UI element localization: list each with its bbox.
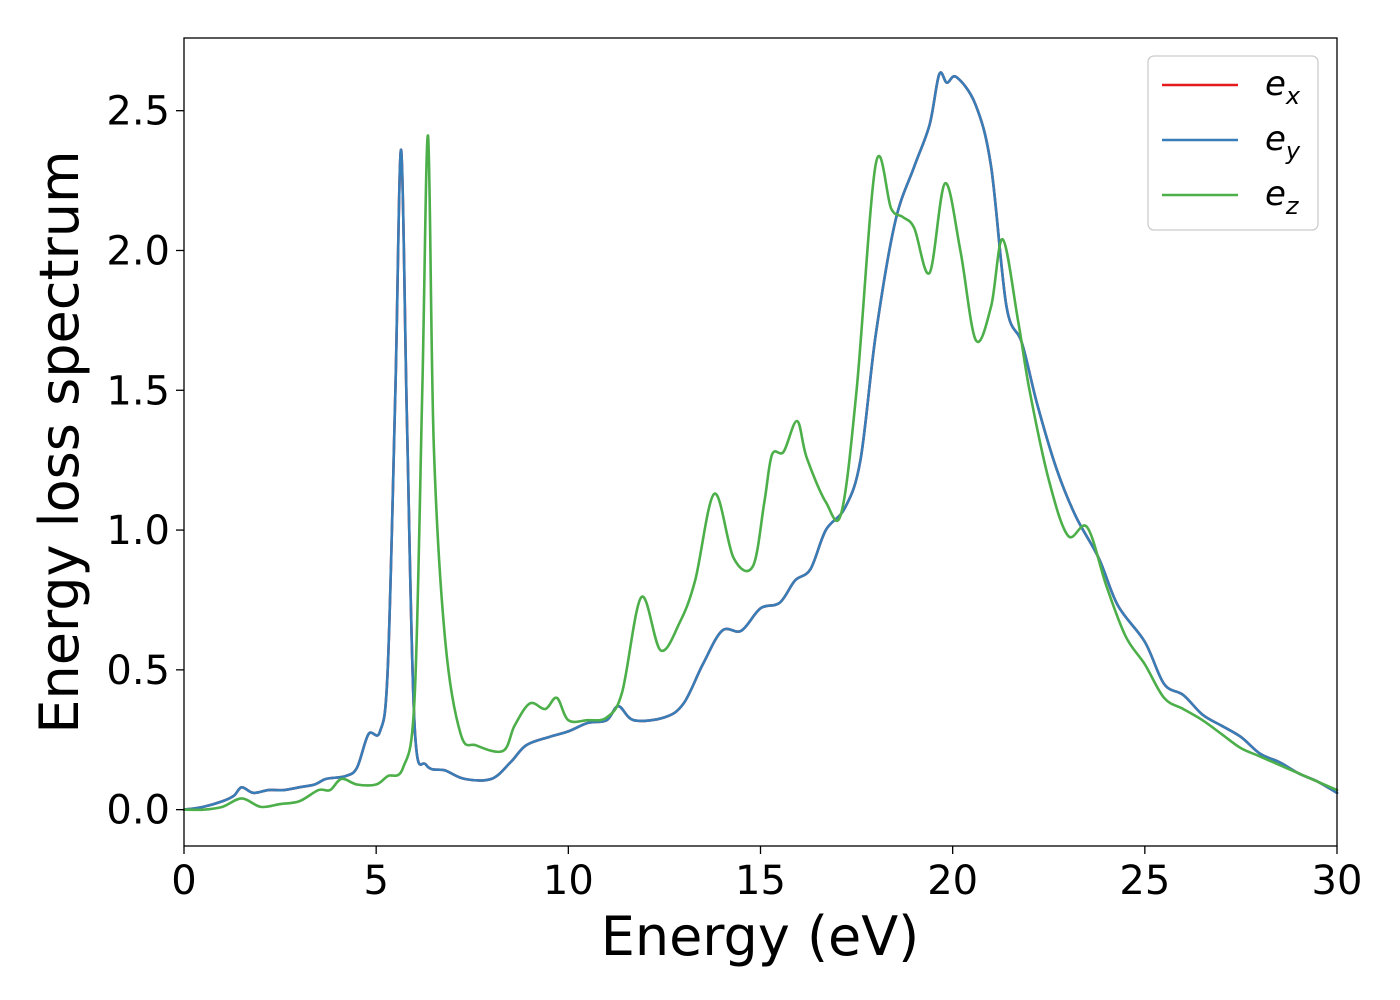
- y-tick-label: 0.5: [106, 648, 170, 694]
- x-tick-label: 25: [1119, 858, 1170, 904]
- series-layer: [182, 71, 1339, 812]
- x-axis: 0 5 10 15 20 25 30: [171, 846, 1362, 904]
- x-tick-label: 30: [1312, 858, 1363, 904]
- plot-area: [184, 38, 1337, 846]
- y-axis-label: Energy loss spectrum: [28, 150, 91, 733]
- y-tick-label: 2.5: [106, 89, 170, 135]
- x-tick-label: 0: [171, 858, 196, 904]
- x-tick-label: 5: [363, 858, 388, 904]
- legend-label-y: ey: [1265, 119, 1301, 165]
- x-axis-label: Energy (eV): [601, 905, 920, 968]
- legend-label-z: ez: [1265, 174, 1300, 220]
- y-tick-label: 1.0: [106, 508, 170, 554]
- legend-box: [1147, 55, 1319, 231]
- x-tick-label: 10: [543, 858, 594, 904]
- series-line-y: [182, 71, 1339, 811]
- y-axis: 0.0 0.5 1.0 1.5 2.0 2.5: [106, 89, 184, 834]
- y-tick-label: 0.0: [106, 788, 170, 834]
- legend: ex ey ez: [1147, 55, 1319, 231]
- y-tick-label: 1.5: [106, 368, 170, 414]
- series-line-z: [182, 134, 1339, 812]
- x-tick-label: 20: [927, 858, 978, 904]
- legend-label-x: ex: [1265, 64, 1301, 110]
- y-tick-label: 2.0: [106, 228, 170, 274]
- plot-frame: [184, 38, 1337, 846]
- x-tick-label: 15: [735, 858, 786, 904]
